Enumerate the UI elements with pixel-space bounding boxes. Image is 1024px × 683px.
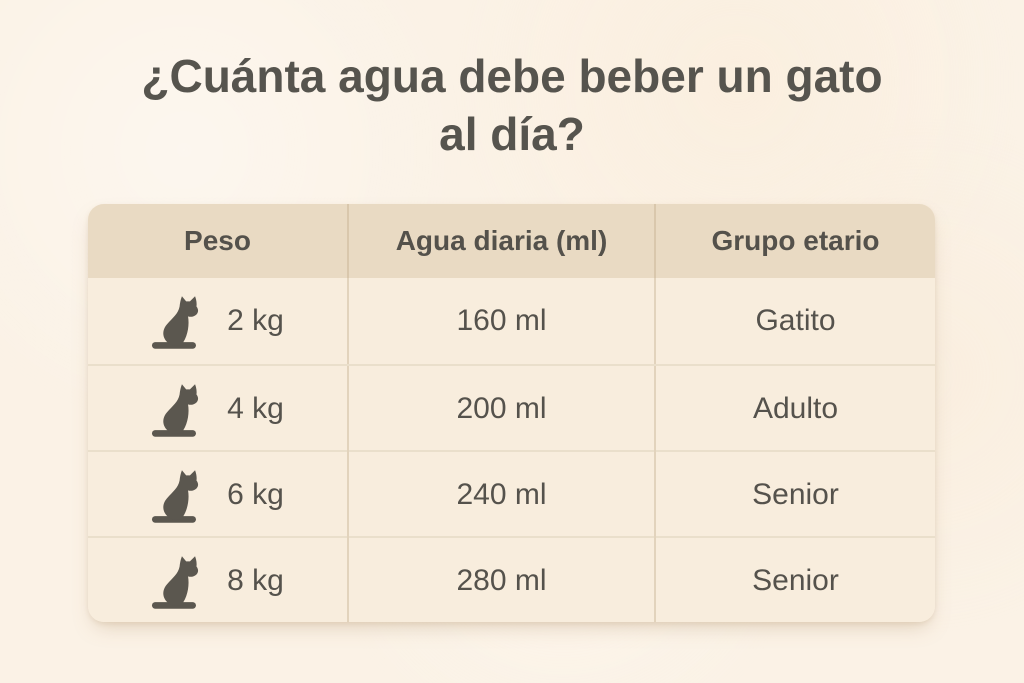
table-row: 6 kg 240 ml Senior: [88, 449, 935, 538]
cell-peso: 4 kg: [88, 365, 349, 452]
cell-grupo-etario: Senior: [752, 477, 839, 511]
cell-agua-diaria: 160 ml: [349, 277, 656, 364]
table-header-row: Peso Agua diaria (ml) Grupo etario: [88, 203, 935, 278]
cat-icon: [151, 467, 211, 524]
cell-grupo-etario: Gatito: [755, 303, 836, 337]
peso-value: 2 kg: [227, 303, 284, 337]
cell-agua-diaria: 280 ml: [349, 537, 656, 622]
water-intake-table: Peso Agua diaria (ml) Grupo etario 2 kg …: [88, 203, 935, 622]
cat-icon: [151, 553, 211, 610]
cell-agua-diaria: 200 ml: [349, 365, 656, 452]
page-title-line1: ¿Cuánta agua debe beber un gato: [141, 50, 883, 102]
cell-peso: 2 kg: [88, 277, 349, 364]
table-row: 8 kg 280 ml Senior: [88, 535, 935, 622]
page-title-line2: al día?: [439, 107, 585, 160]
column-header-peso: Peso: [88, 203, 349, 278]
peso-value: 4 kg: [227, 391, 284, 425]
cell-grupo-etario: Adulto: [752, 391, 839, 425]
page-title: ¿Cuánta agua debe beber un gato al día?: [0, 48, 1024, 164]
table-row: 2 kg 160 ml Gatito: [88, 277, 935, 364]
peso-value: 8 kg: [227, 563, 284, 597]
cell-agua-diaria: 240 ml: [349, 451, 656, 538]
column-header-grupo-etario: Grupo etario: [711, 224, 880, 256]
column-header-agua-diaria: Agua diaria (ml): [349, 203, 656, 278]
cell-peso: 8 kg: [88, 537, 349, 622]
cat-icon: [151, 293, 211, 350]
peso-value: 6 kg: [227, 477, 284, 511]
cell-peso: 6 kg: [88, 451, 349, 538]
table-row: 4 kg 200 ml Adulto: [88, 363, 935, 452]
cat-icon: [151, 381, 211, 438]
cell-grupo-etario: Senior: [752, 563, 839, 597]
